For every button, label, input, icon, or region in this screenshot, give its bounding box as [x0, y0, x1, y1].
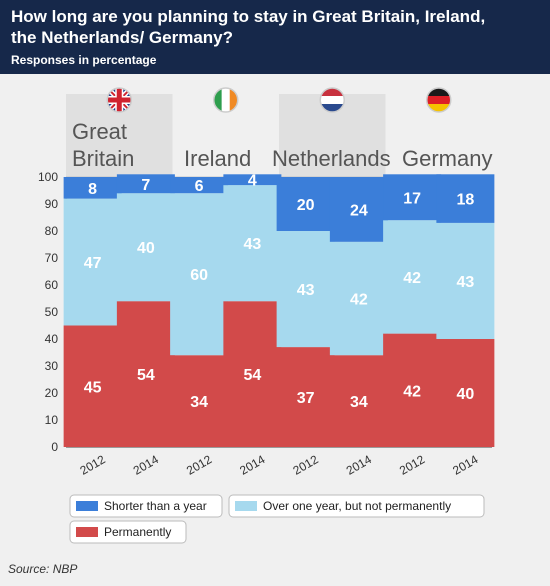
legend-label: Over one year, but not permanently	[263, 499, 451, 513]
bar-segment	[436, 174, 495, 223]
data-label: 37	[297, 390, 315, 407]
bar-segment	[223, 301, 282, 447]
group-label: Ireland	[184, 146, 251, 171]
data-label: 4	[248, 173, 257, 190]
bar-segment	[329, 241, 388, 356]
ireland-flag-icon	[213, 88, 238, 112]
netherlands-flag-icon	[320, 88, 345, 112]
legend-swatch	[235, 501, 257, 511]
flag-ring	[426, 87, 452, 113]
bar-segment	[63, 177, 122, 199]
legend-label: Shorter than a year	[104, 499, 207, 513]
y-tick-label: 0	[51, 440, 58, 454]
bar-segment	[329, 177, 388, 242]
group-label: Britain	[72, 146, 134, 171]
data-label: 42	[403, 270, 421, 287]
data-label: 34	[350, 394, 368, 411]
data-label: 40	[137, 240, 155, 257]
y-tick-label: 100	[38, 170, 58, 184]
data-label: 43	[243, 236, 261, 253]
legend-swatch	[76, 527, 98, 537]
data-label: 54	[243, 367, 261, 384]
bar-segment	[116, 174, 175, 194]
bar-segment	[383, 333, 442, 447]
data-label: 18	[456, 192, 474, 209]
y-tick-label: 40	[45, 332, 59, 346]
data-label: 8	[88, 181, 97, 198]
bar-segment	[170, 177, 229, 194]
bar-segment	[116, 193, 175, 302]
y-tick-label: 10	[45, 413, 59, 427]
bar-segment	[383, 174, 442, 221]
bar-segment	[116, 301, 175, 447]
bar-segment	[170, 355, 229, 447]
stacked-bar-chart: 0 10 20 30 40 50 60 70 80 90 100 45 47 8 2012 54 40 7 2014…	[38, 87, 495, 544]
chart-title: How long are you planning to stay in Gre…	[11, 6, 541, 48]
y-tick-label: 50	[45, 305, 59, 319]
group-label: Great	[72, 119, 127, 144]
flag-ring	[106, 87, 132, 113]
bar-segment	[223, 174, 282, 186]
data-label: 45	[84, 379, 102, 396]
legend-swatch	[76, 501, 98, 511]
legend-label: Permanently	[104, 525, 171, 539]
bar-segment	[170, 193, 229, 356]
legend-item-box	[228, 494, 485, 518]
bar-segment	[276, 177, 335, 231]
y-tick-label: 80	[45, 224, 59, 238]
x-tick-label: 2012	[184, 452, 214, 478]
data-label: 47	[84, 255, 102, 272]
data-label: 40	[456, 386, 474, 403]
y-tick-label: 70	[45, 251, 59, 265]
bar-segment	[329, 355, 388, 447]
chart-title-line-2: the Netherlands/ Germany?	[11, 28, 234, 47]
legend-item-box	[69, 520, 187, 544]
data-label: 20	[297, 197, 315, 214]
header-banner: How long are you planning to stay in Gre…	[0, 0, 550, 74]
x-tick-label: 2014	[237, 452, 267, 478]
y-tick-label: 60	[45, 278, 59, 292]
x-tick-label: 2014	[344, 452, 374, 478]
data-label: 6	[195, 178, 204, 195]
y-tick-label: 20	[45, 386, 59, 400]
group-label: Netherlands	[272, 146, 391, 171]
germany-flag-icon	[426, 88, 451, 112]
bar-segment	[436, 222, 495, 339]
legend-item-box	[69, 494, 223, 518]
data-label: 24	[350, 202, 368, 219]
bar-segment	[223, 185, 282, 302]
source-note: Source: NBP	[8, 562, 78, 576]
x-tick-label: 2012	[78, 452, 108, 478]
chart-title-line-1: How long are you planning to stay in Gre…	[11, 7, 486, 26]
chart-subtitle: Responses in percentage	[11, 53, 157, 67]
data-label: 43	[297, 282, 315, 299]
x-tick-label: 2014	[131, 452, 161, 478]
x-tick-label: 2012	[397, 452, 427, 478]
flag-ring	[213, 87, 239, 113]
bar-segment	[436, 339, 495, 447]
data-label: 54	[137, 367, 155, 384]
x-tick-label: 2012	[291, 452, 321, 478]
data-label: 42	[403, 383, 421, 400]
y-tick-label: 90	[45, 197, 59, 211]
data-label: 42	[350, 292, 368, 309]
bar-segment	[276, 347, 335, 447]
bar-segment	[276, 231, 335, 348]
data-label: 17	[403, 190, 421, 207]
data-label: 7	[141, 177, 150, 194]
data-label: 34	[190, 394, 208, 411]
x-tick-label: 2014	[450, 452, 480, 478]
group-label: Germany	[402, 146, 492, 171]
bar-segment	[63, 325, 122, 447]
data-label: 43	[456, 274, 474, 291]
bar-segment	[383, 220, 442, 334]
y-tick-label: 30	[45, 359, 59, 373]
bar-segment	[63, 198, 122, 326]
data-label: 60	[190, 267, 208, 284]
flag-ring	[319, 87, 345, 113]
